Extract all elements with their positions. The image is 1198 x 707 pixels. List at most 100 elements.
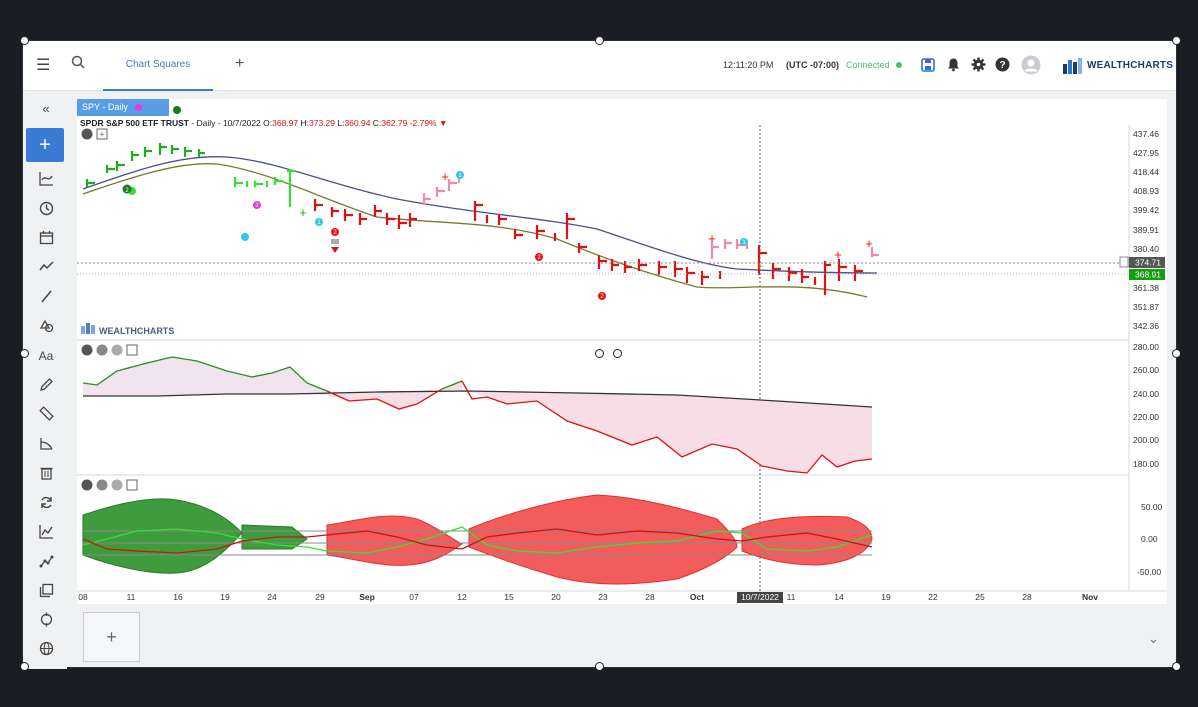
pane2-fill-lower-b bbox=[467, 391, 872, 473]
pane2-fill-upper bbox=[83, 357, 327, 396]
resize-handle[interactable] bbox=[20, 349, 29, 358]
price-tick: 342.36 bbox=[1133, 321, 1159, 331]
sync-icon[interactable] bbox=[37, 495, 55, 513]
add-chart-button[interactable]: + bbox=[83, 612, 140, 662]
calendar-icon[interactable] bbox=[37, 230, 55, 248]
instrument-name: SPDR S&P 500 ETF TRUST bbox=[80, 118, 189, 128]
ind1-tick: 260.00 bbox=[1133, 365, 1159, 375]
resize-handle[interactable] bbox=[595, 349, 604, 358]
menu-icon[interactable]: ☰ bbox=[36, 57, 51, 74]
help-icon[interactable]: ? bbox=[995, 57, 1010, 77]
pane2-tools bbox=[81, 344, 138, 356]
pane2-settings-icon[interactable] bbox=[81, 344, 93, 356]
resize-handle[interactable] bbox=[20, 662, 29, 671]
down-bars bbox=[313, 199, 863, 295]
line-tool-icon[interactable] bbox=[37, 289, 55, 307]
trend-icon[interactable] bbox=[37, 259, 55, 277]
alerts-icon[interactable] bbox=[946, 57, 961, 77]
svg-text:1: 1 bbox=[742, 240, 746, 246]
date-tick: 29 bbox=[315, 592, 325, 602]
price-tick: 427.95 bbox=[1133, 148, 1159, 158]
date-tick: 24 bbox=[267, 592, 277, 602]
pane2-red-line-b bbox=[461, 380, 873, 474]
clock-icon[interactable] bbox=[37, 201, 55, 219]
svg-text:2: 2 bbox=[333, 230, 337, 236]
pane2-green-line bbox=[82, 356, 328, 392]
pane3-add-icon[interactable] bbox=[126, 479, 138, 491]
pane2-add-icon[interactable] bbox=[126, 344, 138, 356]
pane3-axis[interactable]: 50.00 0.00 -50.00 bbox=[1137, 502, 1163, 577]
crosshair-icon[interactable] bbox=[37, 612, 55, 630]
price-chart[interactable]: + WEALTHCHARTS bbox=[77, 99, 1167, 604]
pink-bars bbox=[422, 171, 879, 259]
pane2-axis[interactable]: 280.00 260.00 240.00 220.00 200.00 180.0… bbox=[1133, 342, 1159, 469]
symbol-color-dot[interactable] bbox=[135, 104, 142, 111]
resize-handle[interactable] bbox=[595, 36, 604, 45]
svg-text:1: 1 bbox=[317, 220, 321, 226]
date-tick: 28 bbox=[1022, 592, 1032, 602]
tab-chart-squares[interactable]: Chart Squares bbox=[103, 41, 213, 91]
quote-close-label: C: bbox=[370, 118, 382, 128]
indicator-icon[interactable] bbox=[37, 524, 55, 542]
layers-icon[interactable] bbox=[37, 583, 55, 601]
svg-text:+: + bbox=[865, 236, 873, 251]
pencil-icon[interactable] bbox=[37, 377, 55, 395]
resize-handle[interactable] bbox=[20, 36, 29, 45]
pane3-up-icon[interactable] bbox=[111, 479, 123, 491]
price-tick: 408.93 bbox=[1133, 186, 1159, 196]
svg-text:?: ? bbox=[999, 60, 1005, 71]
svg-text:2: 2 bbox=[125, 188, 129, 194]
pane3-down-icon[interactable] bbox=[96, 479, 108, 491]
add-button[interactable]: + bbox=[26, 128, 64, 162]
crosshair-add-icon[interactable] bbox=[1119, 256, 1129, 268]
svg-text:2: 2 bbox=[255, 203, 259, 209]
avatar[interactable] bbox=[1021, 55, 1041, 80]
pane-settings-icon[interactable] bbox=[81, 128, 93, 140]
trash-icon[interactable] bbox=[37, 465, 55, 483]
svg-text:+: + bbox=[708, 231, 716, 246]
pane3-settings-icon[interactable] bbox=[81, 479, 93, 491]
gear-icon[interactable] bbox=[971, 57, 986, 77]
resize-handle[interactable] bbox=[1172, 36, 1181, 45]
save-icon[interactable] bbox=[921, 58, 935, 77]
date-tick: Nov bbox=[1082, 592, 1098, 602]
light-green-bars bbox=[233, 169, 295, 207]
rotate-handle[interactable] bbox=[613, 349, 622, 358]
resize-handle[interactable] bbox=[1172, 349, 1181, 358]
chart-panel[interactable]: SPY - Daily SPDR S&P 500 ETF TRUST - Dai… bbox=[77, 99, 1167, 604]
pane2-up-icon[interactable] bbox=[111, 344, 123, 356]
pane-add-plus: + bbox=[99, 130, 104, 140]
collapse-down-icon[interactable]: ⌄ bbox=[1148, 631, 1159, 646]
ind1-tick: 240.00 bbox=[1133, 389, 1159, 399]
pane2-down-icon[interactable] bbox=[96, 344, 108, 356]
app-window: ☰ Chart Squares + 12:11:20 PM (UTC -07:0… bbox=[22, 40, 1177, 669]
fib-icon[interactable] bbox=[37, 436, 55, 454]
resize-handle[interactable] bbox=[595, 662, 604, 671]
pane3-red-band-a bbox=[326, 515, 463, 566]
globe-icon[interactable] bbox=[37, 641, 55, 659]
date-tick: 14 bbox=[834, 592, 844, 602]
time-axis[interactable]: 08 11 16 19 24 29 Sep 07 12 15 20 23 28 … bbox=[78, 592, 1098, 602]
shapes-icon[interactable] bbox=[37, 318, 55, 336]
text-icon[interactable]: Aa bbox=[38, 349, 54, 363]
search-icon[interactable] bbox=[71, 55, 85, 74]
svg-text:1: 1 bbox=[458, 173, 462, 179]
add-tab-button[interactable]: + bbox=[235, 55, 245, 72]
symbol-chip[interactable]: SPY - Daily bbox=[77, 99, 169, 116]
price-axis[interactable]: 437.46 427.95 418.44 408.93 399.42 389.9… bbox=[1133, 129, 1159, 331]
quote-high: 373.29 bbox=[308, 118, 335, 128]
resize-handle[interactable] bbox=[1172, 662, 1181, 671]
pattern-icon[interactable] bbox=[37, 554, 55, 572]
date-tick: 15 bbox=[504, 592, 514, 602]
tab-label: Chart Squares bbox=[125, 59, 191, 70]
chart-type-icon[interactable] bbox=[37, 171, 55, 189]
pane-add-icon[interactable] bbox=[96, 128, 108, 140]
brand-logo: WEALTHCHARTS bbox=[1063, 56, 1173, 74]
ind1-tick: 220.00 bbox=[1133, 412, 1159, 422]
collapse-icon[interactable]: « bbox=[42, 101, 50, 116]
ruler-icon[interactable] bbox=[37, 406, 55, 424]
price-tag-green-label: 368.91 bbox=[1135, 270, 1161, 280]
quote-change: -2.79% bbox=[409, 118, 437, 128]
svg-text:+: + bbox=[834, 247, 842, 262]
date-tick: 25 bbox=[975, 592, 985, 602]
